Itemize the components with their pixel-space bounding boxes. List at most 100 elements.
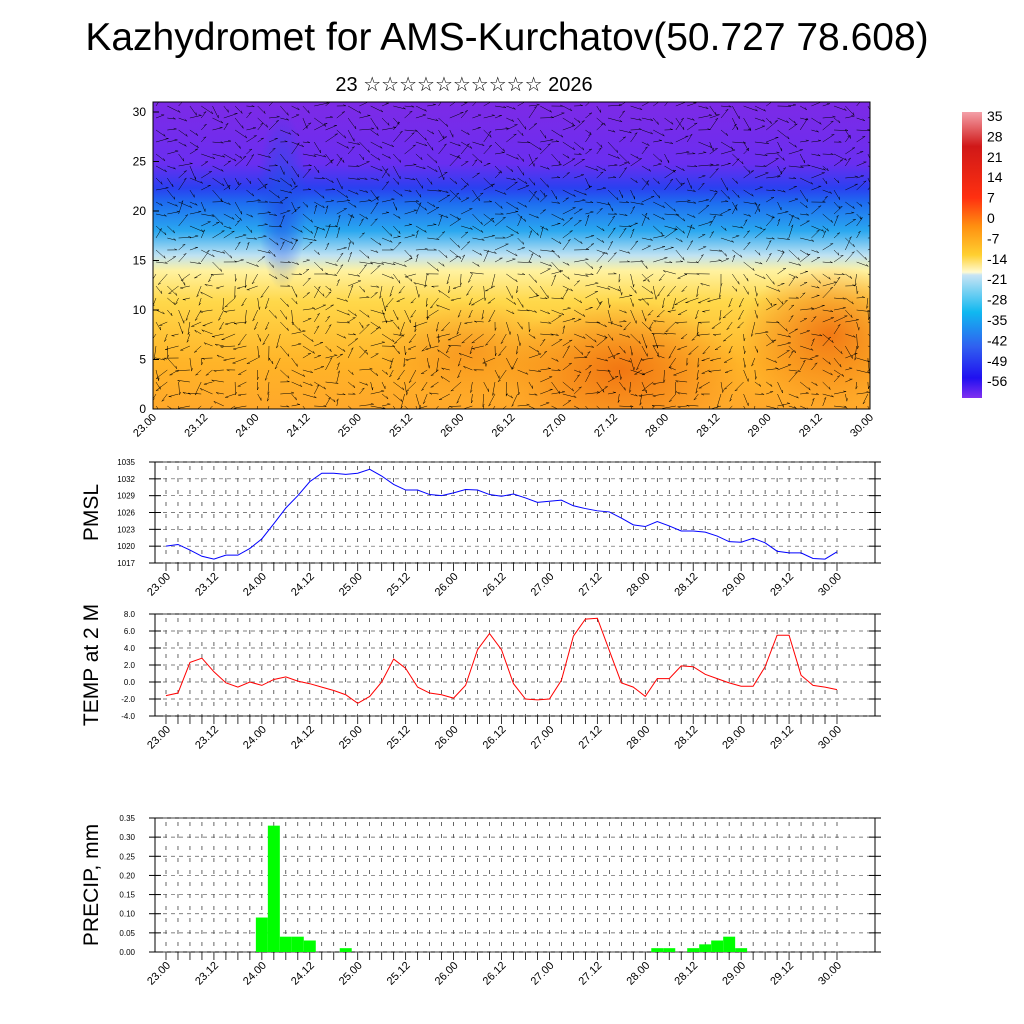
wind-vector-head bbox=[668, 366, 672, 369]
wind-vector-head bbox=[725, 253, 727, 257]
wind-vector-head bbox=[693, 398, 697, 401]
wind-vector-head bbox=[773, 281, 775, 285]
wind-vector-head bbox=[457, 314, 461, 318]
wind-vector-head bbox=[642, 372, 645, 375]
wind-vector bbox=[325, 324, 332, 335]
wind-vector bbox=[562, 318, 576, 323]
wind-vector-head bbox=[392, 339, 395, 343]
wind-vector-head bbox=[515, 253, 518, 257]
wind-vector-head bbox=[670, 141, 674, 144]
wind-vector bbox=[551, 223, 561, 227]
wind-vector-head bbox=[581, 158, 585, 160]
wind-vector bbox=[619, 345, 626, 354]
wind-vector bbox=[517, 237, 524, 245]
wind-vector-head bbox=[873, 337, 874, 340]
colorbar-label: 35 bbox=[987, 108, 1003, 124]
wind-vector-head bbox=[420, 194, 422, 198]
wind-vector bbox=[856, 175, 864, 179]
wind-vector bbox=[630, 132, 638, 143]
wind-vector-head bbox=[838, 140, 842, 143]
wind-vector bbox=[485, 333, 496, 346]
wind-vector bbox=[585, 211, 594, 215]
wind-vector-head bbox=[512, 178, 516, 181]
wind-vector bbox=[822, 273, 831, 280]
wind-vector-head bbox=[289, 191, 293, 194]
wind-vector bbox=[743, 261, 755, 271]
wind-vector bbox=[856, 309, 870, 312]
wind-vector bbox=[325, 225, 338, 228]
wind-vector-head bbox=[519, 215, 523, 219]
wind-vector-head bbox=[662, 133, 665, 137]
wind-vector bbox=[280, 237, 293, 244]
wind-vector bbox=[698, 234, 706, 239]
wind-vector bbox=[468, 273, 473, 283]
wind-vector-head bbox=[718, 259, 722, 261]
wind-vector-head bbox=[572, 388, 574, 392]
wind-vector bbox=[822, 287, 833, 299]
wind-vector bbox=[653, 257, 668, 263]
wind-vector-head bbox=[684, 273, 688, 276]
wind-vector bbox=[630, 222, 638, 227]
x-tick-label: 29.12 bbox=[797, 412, 825, 440]
wind-vector bbox=[596, 333, 607, 338]
wind-vector-head bbox=[851, 211, 855, 213]
wind-vector-head bbox=[624, 213, 628, 216]
wind-vector bbox=[426, 357, 430, 369]
wind-vector bbox=[223, 123, 229, 131]
wind-vector-head bbox=[851, 301, 854, 305]
wind-vector bbox=[167, 405, 173, 409]
wind-vector bbox=[596, 252, 606, 263]
wind-vector-head bbox=[389, 239, 393, 243]
wind-vector-head bbox=[325, 205, 329, 209]
wind-vector bbox=[393, 117, 400, 125]
wind-vector-head bbox=[791, 304, 795, 307]
wind-vector-head bbox=[879, 145, 881, 147]
wind-vector bbox=[393, 381, 405, 391]
wind-vector-head bbox=[511, 169, 514, 172]
wind-vector-head bbox=[203, 124, 207, 126]
wind-vector-head bbox=[802, 359, 806, 363]
y-tick-label: 0.00 bbox=[119, 948, 135, 957]
wind-vector-head bbox=[715, 190, 718, 193]
wind-vector bbox=[422, 393, 428, 404]
wind-vector-head bbox=[423, 166, 426, 170]
wind-vector-head bbox=[705, 106, 709, 109]
wind-vector bbox=[754, 249, 761, 256]
wind-vector-head bbox=[497, 413, 500, 414]
wind-vector-head bbox=[816, 130, 819, 133]
wind-vector bbox=[234, 177, 239, 185]
wind-vector-head bbox=[339, 157, 343, 160]
wind-vector-head bbox=[639, 107, 643, 110]
wind-vector bbox=[585, 243, 595, 251]
colorbar-label: -49 bbox=[987, 353, 1007, 369]
wind-vector-head bbox=[581, 351, 584, 355]
wind-vector-head bbox=[318, 169, 320, 174]
wind-vector bbox=[528, 369, 541, 372]
wind-vector-head bbox=[296, 262, 300, 265]
wind-vector-head bbox=[391, 198, 395, 200]
wind-vector-head bbox=[695, 316, 698, 320]
wind-vector bbox=[766, 321, 780, 323]
wind-vector bbox=[396, 297, 405, 302]
wind-vector-head bbox=[588, 133, 592, 136]
wind-vector bbox=[398, 285, 405, 294]
wind-vector-head bbox=[458, 156, 461, 159]
wind-vector-head bbox=[287, 303, 289, 307]
wind-vector bbox=[788, 213, 800, 220]
wind-vector bbox=[754, 297, 759, 307]
wind-vector-head bbox=[237, 343, 241, 346]
wind-vector bbox=[722, 309, 733, 319]
wind-vector-head bbox=[845, 129, 849, 131]
wind-vector bbox=[766, 152, 780, 155]
wind-vector-head bbox=[705, 199, 709, 201]
wind-vector bbox=[630, 228, 635, 239]
wind-vector bbox=[449, 153, 461, 159]
wind-vector-head bbox=[160, 181, 163, 185]
wind-vector bbox=[528, 253, 534, 263]
wind-vector-head bbox=[366, 351, 369, 355]
wind-vector bbox=[754, 228, 766, 239]
wind-vector bbox=[449, 112, 464, 119]
wind-vector-head bbox=[436, 268, 439, 272]
wind-vector-head bbox=[713, 215, 716, 218]
wind-vector bbox=[267, 381, 270, 395]
